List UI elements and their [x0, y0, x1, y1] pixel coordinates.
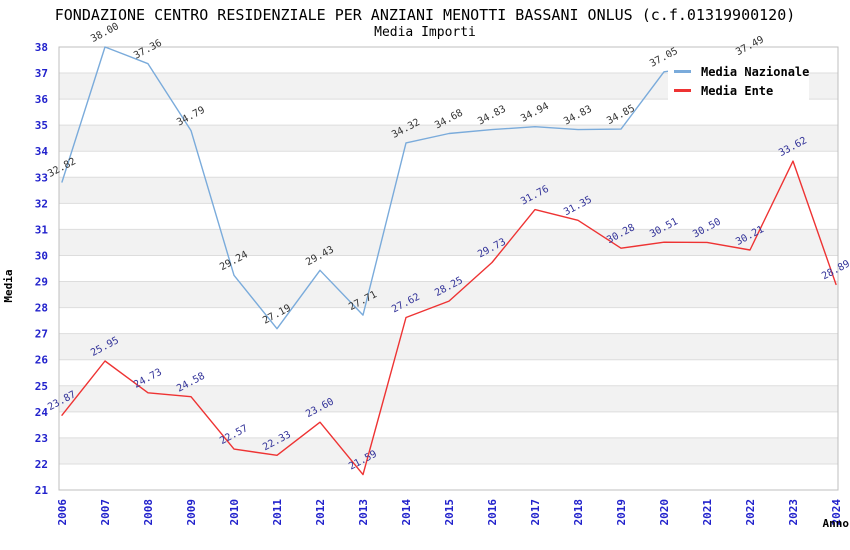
plot-band: [59, 281, 838, 308]
legend-swatch-nazionale-icon: [674, 70, 691, 73]
y-tick-label: 31: [35, 223, 49, 236]
x-tick-label: 2010: [228, 499, 241, 526]
y-tick-label: 36: [35, 93, 49, 106]
x-tick-label: 2022: [744, 499, 757, 526]
legend-item-media-nazionale: Media Nazionale: [674, 62, 809, 81]
x-tick-label: 2024: [830, 499, 843, 526]
y-tick-label: 22: [35, 458, 48, 471]
chart-subtitle: Media Importi: [374, 25, 476, 40]
plot-band: [59, 177, 838, 204]
chart-title: FONDAZIONE CENTRO RESIDENZIALE PER ANZIA…: [54, 6, 796, 24]
y-tick-label: 38: [35, 41, 48, 54]
plot-band: [59, 437, 838, 464]
y-tick-label: 28: [35, 302, 48, 315]
legend-label-nazionale: Media Nazionale: [701, 64, 810, 79]
y-tick-label: 24: [35, 406, 49, 419]
x-tick-label: 2016: [486, 499, 499, 526]
x-tick-label: 2018: [572, 499, 585, 526]
y-tick-label: 35: [35, 119, 48, 132]
x-tick-label: 2006: [56, 499, 69, 526]
y-tick-label: 25: [35, 380, 48, 393]
y-tick-label: 33: [35, 171, 48, 184]
y-tick-label: 30: [35, 249, 48, 262]
x-tick-label: 2008: [142, 499, 155, 526]
data-label: 38.00: [89, 21, 121, 45]
x-tick-label: 2011: [271, 499, 284, 526]
x-tick-label: 2009: [185, 499, 198, 526]
y-tick-label: 34: [35, 145, 49, 158]
y-tick-label: 27: [35, 328, 48, 341]
x-tick-label: 2013: [357, 499, 370, 526]
plot-band: [59, 125, 838, 152]
series-line-media-ente: [61, 160, 837, 476]
y-tick-label: 29: [35, 276, 48, 289]
legend-swatch-ente-icon: [674, 89, 691, 92]
y-tick-label: 26: [35, 354, 49, 367]
legend-label-ente: Media Ente: [701, 83, 774, 98]
y-tick-label: 32: [35, 197, 48, 210]
plot-band: [59, 385, 838, 412]
x-tick-label: 2012: [314, 499, 327, 526]
y-axis-label: Media: [2, 269, 15, 302]
plot-band: [59, 229, 838, 256]
series-line-media-nazionale: [61, 46, 751, 330]
x-tick-label: 2021: [701, 499, 714, 526]
x-tick-label: 2014: [400, 499, 413, 526]
x-axis-label: Anno: [823, 517, 850, 530]
y-tick-label: 23: [35, 432, 48, 445]
x-tick-label: 2007: [99, 499, 112, 526]
x-tick-label: 2017: [529, 499, 542, 526]
plot-band: [59, 333, 838, 360]
x-tick-label: 2020: [658, 499, 671, 526]
y-tick-label: 21: [35, 484, 49, 497]
legend: Media Nazionale Media Ente: [668, 57, 809, 105]
legend-item-media-ente: Media Ente: [674, 81, 803, 100]
x-tick-label: 2015: [443, 499, 456, 526]
y-tick-label: 37: [35, 67, 48, 80]
plot-border: [58, 46, 839, 491]
x-tick-label: 2023: [787, 499, 800, 526]
plot-area: [59, 47, 838, 490]
x-tick-label: 2019: [615, 499, 628, 526]
